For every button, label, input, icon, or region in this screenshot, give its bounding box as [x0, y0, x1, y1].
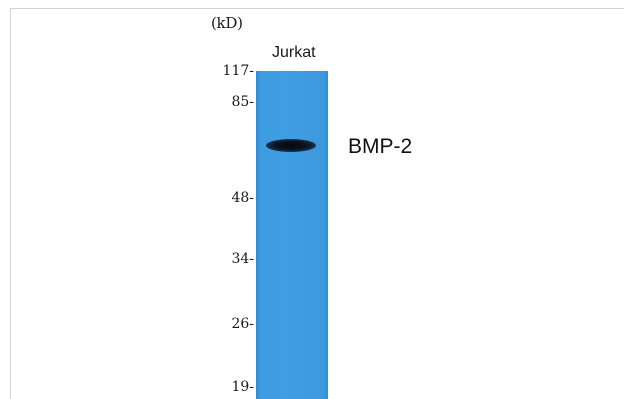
lane-label: Jurkat: [272, 44, 316, 61]
marker-48: 48-: [231, 190, 254, 206]
marker-26: 26-: [231, 316, 254, 332]
blot-lane: [256, 71, 328, 399]
marker-34: 34-: [231, 251, 254, 267]
band-label: BMP-2: [348, 135, 413, 158]
marker-85: 85-: [231, 94, 254, 110]
unit-label: (kD): [211, 14, 243, 32]
marker-117: 117-: [222, 63, 254, 79]
marker-19: 19-: [231, 379, 254, 395]
figure-frame: [10, 8, 624, 399]
protein-band: [266, 139, 316, 152]
